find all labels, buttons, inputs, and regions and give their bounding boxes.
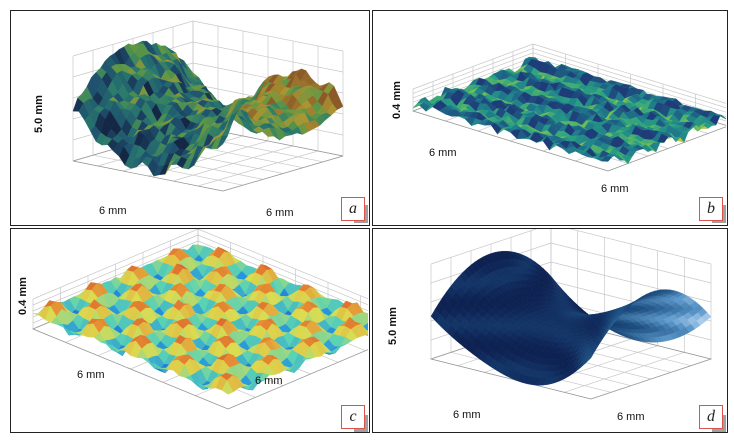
surface [72, 40, 344, 177]
surface-plot-a [72, 20, 344, 192]
vertical-scale-label: 0.4 mm [391, 81, 403, 119]
vertical-scale-label: 5.0 mm [33, 95, 45, 133]
surface-plot-d [429, 229, 713, 400]
surface [412, 56, 726, 164]
axis-label-y: 6 mm [255, 375, 283, 387]
surface [430, 250, 712, 386]
axis-label-x: 6 mm [429, 147, 457, 159]
surface-plot-b [411, 43, 726, 172]
surface [32, 244, 368, 395]
panel-tag-c: c [341, 405, 365, 429]
vertical-scale-label: 0.4 mm [17, 277, 29, 315]
panel-a: 5.0 mm 6 mm 6 mm a [10, 10, 370, 226]
panel-tag-d: d [699, 405, 723, 429]
axis-label-x: 6 mm [453, 409, 481, 421]
vertical-scale-label: 5.0 mm [387, 307, 399, 345]
axis-label-x: 6 mm [77, 369, 105, 381]
axis-label-y: 6 mm [617, 411, 645, 423]
axis-label-y: 6 mm [601, 183, 629, 195]
axis-label-y: 6 mm [266, 207, 294, 219]
panel-tag-b: b [699, 197, 723, 221]
panel-b: 0.4 mm 6 mm 6 mm b [372, 10, 728, 226]
axis-label-x: 6 mm [99, 205, 127, 217]
panel-d: 5.0 mm 6 mm 6 mm d [372, 228, 728, 433]
panel-tag-a: a [341, 197, 365, 221]
surface-plot-c [32, 229, 368, 410]
panel-c: 0.4 mm 6 mm 6 mm c [10, 228, 370, 433]
